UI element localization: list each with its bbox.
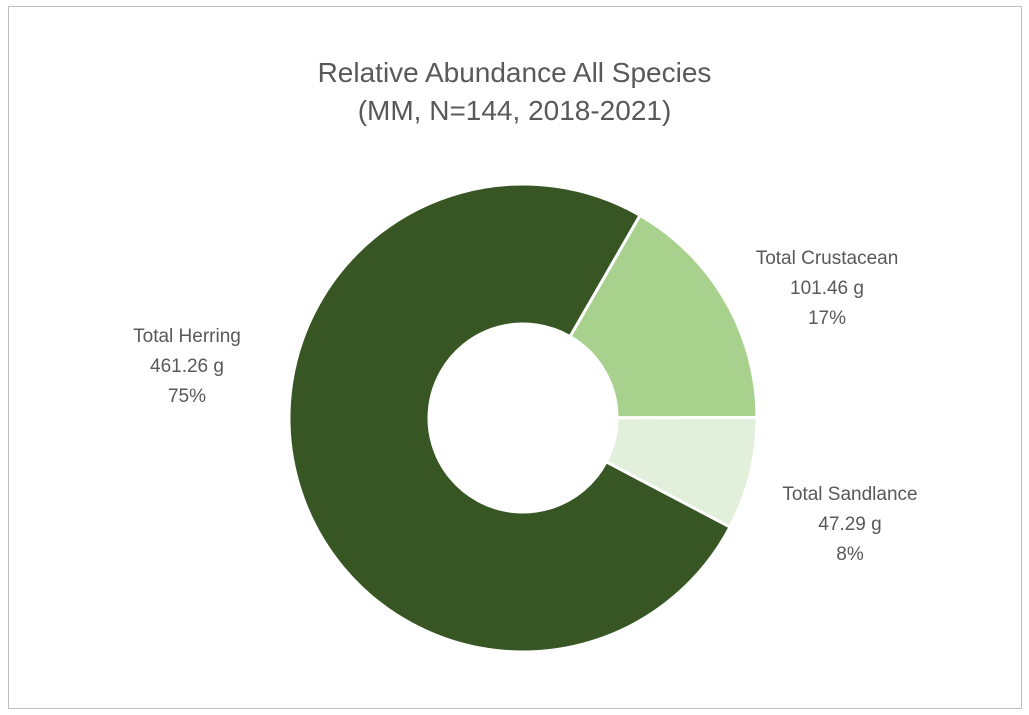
chart-title: Relative Abundance All Species <box>317 57 712 88</box>
chart-title-block: Relative Abundance All Species (MM, N=14… <box>0 54 1029 130</box>
slice-label-total-crustacean: Total Crustacean <box>756 248 899 269</box>
slice-value-total-crustacean: 101.46 g <box>790 278 864 299</box>
slice-label-total-sandlance: Total Sandlance <box>782 484 917 505</box>
slice-value-total-sandlance: 47.29 g <box>818 514 881 535</box>
donut-slices <box>287 182 759 654</box>
slice-percent-total-crustacean: 17% <box>808 308 846 329</box>
slice-percent-total-herring: 75% <box>168 386 206 407</box>
slice-total-crustacean <box>567 213 759 420</box>
slice-labels: Total Crustacean 101.46 g 17% Total Sandlan… <box>133 248 917 565</box>
slice-total-herring <box>287 182 733 654</box>
chart-subtitle: (MM, N=144, 2018-2021) <box>357 95 672 126</box>
slice-value-total-herring: 461.26 g <box>150 356 224 377</box>
slice-percent-total-sandlance: 8% <box>836 544 864 565</box>
slice-label-total-herring: Total Herring <box>133 326 241 347</box>
